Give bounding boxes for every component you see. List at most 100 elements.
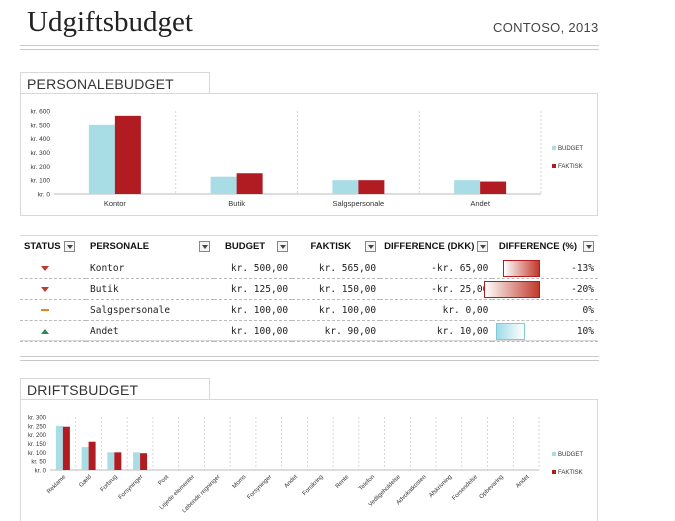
y-tick-label: kr. 600 (30, 109, 50, 116)
budget-cell: kr. 100,00 (214, 299, 293, 321)
legend-budget-label: BUDGET (558, 146, 583, 152)
legend-budget-label: BUDGET (558, 452, 583, 458)
x-category-label: Opbevaring (479, 474, 505, 500)
y-tick-label: kr. 300 (28, 416, 47, 422)
budget-cell: kr. 100,00 (214, 320, 293, 342)
x-category-label: Forbrug (100, 474, 119, 493)
diffpct-value: -20% (571, 283, 594, 295)
data-bar (484, 281, 540, 298)
legend-faktisk-label: FAKTISK (558, 164, 583, 170)
bar-budget (454, 180, 481, 194)
col-budget-label: BUDGET (225, 241, 266, 253)
section-divider (20, 356, 599, 357)
status-cell (20, 278, 86, 300)
y-tick-label: kr. 500 (30, 122, 50, 129)
personale-chart: kr. 0 kr. 100 kr. 200 kr. 300 kr. 400 kr. 500… (30, 109, 583, 209)
x-category-label: Andet (470, 199, 491, 208)
diff-cell: -kr. 25,00 (380, 278, 493, 300)
col-personale-label: PERSONALE (90, 241, 150, 253)
bar-faktisk (480, 181, 507, 194)
bar-faktisk (236, 173, 263, 194)
x-category-label: Gæld (78, 474, 93, 489)
bar-budget (107, 452, 115, 470)
filter-dropdown-icon[interactable] (477, 241, 489, 253)
y-tick-label: kr. 0 (35, 469, 47, 475)
diffpct-cell: -20% (484, 278, 598, 300)
filter-dropdown-icon[interactable] (63, 241, 75, 253)
drift-chart: kr. 0 kr. 50 kr. 100 kr. 150 kr. 200 kr. 250 k… (28, 416, 583, 515)
status-cell (20, 320, 86, 342)
personale-section-title: PERSONALEBUDGET (20, 72, 210, 93)
status-cell (20, 258, 86, 279)
diffpct-cell: 10% (492, 320, 598, 342)
table-row[interactable]: Kontor kr. 500,00 kr. 565,00 -kr. 65,00 … (20, 258, 598, 279)
budget-cell: kr. 125,00 (214, 278, 293, 300)
header-divider-2 (20, 49, 599, 50)
name-cell: Butik (86, 278, 215, 300)
y-tick-label: kr. 400 (30, 136, 50, 143)
x-category-label: Reklame (46, 474, 67, 495)
status-cell (20, 299, 86, 321)
x-category-label: Forsikring (302, 474, 325, 497)
table-row[interactable]: Andet kr. 100,00 kr. 90,00 kr. 10,00 10% (20, 320, 598, 342)
x-category-label: Andet (284, 474, 300, 490)
dash-icon (41, 308, 49, 311)
legend-budget-swatch (552, 452, 556, 456)
x-category-label: Forsendelse (451, 474, 479, 502)
legend-budget-swatch (552, 146, 556, 150)
col-budget-header[interactable]: BUDGET (214, 236, 292, 258)
name-cell: Andet (86, 320, 215, 342)
bar-budget (133, 452, 141, 470)
x-category-label: Forsyninger (118, 474, 145, 501)
diff-cell: kr. 0,00 (380, 299, 493, 321)
col-personale-header[interactable]: PERSONALE (86, 236, 214, 258)
filter-dropdown-icon[interactable] (583, 241, 594, 253)
table-row[interactable]: Salgspersonale kr. 100,00 kr. 100,00 kr.… (20, 299, 598, 321)
arrow-up-icon (41, 328, 49, 334)
arrow-down-icon (41, 286, 49, 292)
data-bar (496, 323, 526, 340)
section-divider-2 (20, 360, 599, 361)
name-cell: Salgspersonale (86, 299, 215, 321)
diff-cell: kr. 10,00 (380, 320, 493, 342)
col-diffpct-header[interactable]: DIFFERENCE (%) (492, 236, 598, 258)
col-faktisk-header[interactable]: FAKTISK (292, 236, 380, 258)
y-tick-label: kr. 250 (28, 424, 47, 430)
legend-faktisk-label: FAKTISK (558, 470, 583, 476)
x-category-label: Andet (515, 474, 531, 490)
table-row[interactable]: Butik kr. 125,00 kr. 150,00 -kr. 25,00 -… (20, 278, 598, 300)
faktisk-cell: kr. 150,00 (292, 278, 381, 300)
personale-table: STATUS PERSONALE BUDGET FAKTISK DIFFEREN… (20, 236, 598, 342)
faktisk-cell: kr. 565,00 (292, 258, 381, 279)
col-diff-header[interactable]: DIFFERENCE (DKK) (380, 236, 492, 258)
page-title: Udgiftsbudget (27, 6, 193, 38)
col-diff-label: DIFFERENCE (DKK) (384, 241, 475, 253)
legend-faktisk-swatch (552, 470, 556, 474)
col-status-label: STATUS (24, 241, 61, 253)
bar-faktisk (62, 426, 70, 470)
bar-budget (55, 425, 63, 470)
company-year-label: CONTOSO, 2013 (493, 20, 599, 35)
legend-faktisk-swatch (552, 164, 556, 168)
diffpct-cell: -13% (492, 258, 598, 279)
col-status-header[interactable]: STATUS (20, 236, 86, 258)
y-tick-label: kr. 100 (30, 178, 50, 185)
filter-dropdown-icon[interactable] (199, 241, 211, 253)
x-category-label: Butik (228, 199, 245, 208)
col-faktisk-label: FAKTISK (310, 241, 352, 253)
filter-dropdown-icon[interactable] (365, 241, 377, 253)
filter-dropdown-icon[interactable] (277, 241, 289, 253)
x-category-label: Telefon (358, 474, 376, 492)
data-bar (503, 260, 540, 277)
diffpct-value: 0% (582, 304, 594, 316)
y-tick-label: kr. 200 (28, 433, 47, 439)
bar-faktisk (140, 453, 148, 470)
drift-section-title: DRIFTSBUDGET (20, 378, 210, 399)
header-divider (20, 45, 599, 46)
budget-cell: kr. 500,00 (214, 258, 293, 279)
y-tick-label: kr. 100 (28, 451, 47, 457)
name-cell: Kontor (86, 258, 215, 279)
x-category-label: Rente (335, 474, 351, 490)
x-category-label: Afskrivning (428, 474, 453, 499)
y-tick-label: kr. 150 (28, 442, 47, 448)
